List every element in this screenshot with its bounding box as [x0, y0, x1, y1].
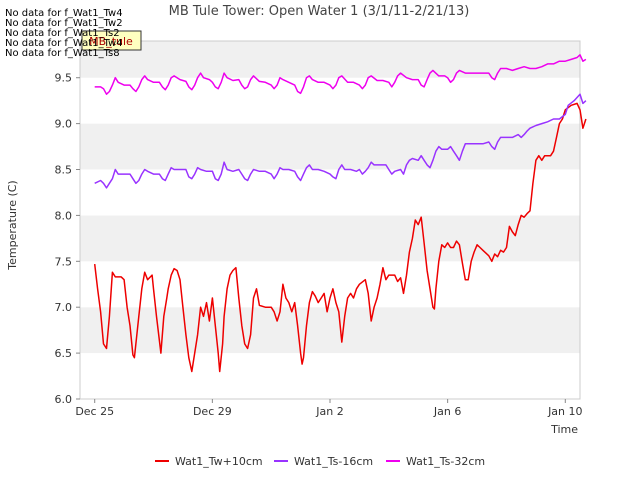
no-data-message: No data for f_Wat1_Ts2	[5, 28, 120, 39]
annotation-background	[81, 30, 142, 51]
grid-bands	[80, 41, 580, 399]
legend-label: Wat1_Ts-16cm	[294, 455, 373, 468]
y-tick-label: 8.5	[55, 164, 73, 177]
grid-band	[80, 169, 580, 216]
no-data-message: No data for f_Wat1_Tw4	[5, 38, 123, 49]
legend-label: Wat1_Tw+10cm	[175, 455, 263, 468]
annotation-box: MB_tule	[81, 30, 142, 51]
grid-band	[80, 215, 580, 262]
y-tick-label: 8.0	[55, 209, 73, 222]
grid-band	[80, 307, 580, 354]
x-tick-label: Dec 25	[75, 405, 114, 418]
grid-band	[80, 41, 580, 78]
x-tick-label: Jan 6	[433, 405, 461, 418]
legend-label: Wat1_Ts-32cm	[406, 455, 485, 468]
no-data-message: No data for f_Wat1_Tw2	[5, 18, 123, 29]
x-tick-label: Jan 10	[547, 405, 582, 418]
y-tick-label: 7.0	[55, 301, 73, 314]
y-axis-label: Temperature (C)	[6, 180, 19, 270]
y-tick-label: 9.5	[55, 72, 73, 85]
legend-item: Wat1_Tw+10cm	[155, 455, 263, 468]
legend-item: Wat1_Ts-16cm	[274, 455, 373, 468]
grid-band	[80, 123, 580, 170]
y-tick-label: 6.0	[55, 393, 73, 406]
x-axis: Dec 25 Dec 29 Jan 2 Jan 6 Jan 10	[75, 399, 583, 418]
x-axis-label: Time	[550, 423, 578, 436]
y-tick-label: 9.0	[55, 118, 73, 131]
series-layer	[93, 54, 587, 373]
y-tick-label: 6.5	[55, 347, 73, 360]
legend-item: Wat1_Ts-32cm	[386, 455, 485, 468]
series-line-Wat1_Ts-16cm	[94, 93, 587, 189]
no-data-message: No data for f_Wat1_Tw4	[5, 8, 123, 19]
grid-band	[80, 353, 580, 399]
series-line-Wat1_Tw+10cm	[93, 102, 587, 373]
x-tick-label: Jan 2	[315, 405, 343, 418]
x-tick-label: Dec 29	[193, 405, 232, 418]
series-line-Wat1_Ts-32cm	[94, 54, 587, 95]
y-axis: 6.0 6.5 7.0 7.5 8.0 8.5 9.0 9.5	[55, 72, 80, 406]
legend: Wat1_Tw+10cm Wat1_Ts-16cm Wat1_Ts-32cm	[155, 455, 485, 468]
y-tick-label: 7.5	[55, 255, 73, 268]
no-data-message: No data for f_Wat1_Ts8	[5, 48, 120, 59]
chart-title: MB Tule Tower: Open Water 1 (3/1/11-2/21…	[169, 4, 470, 19]
annotation-label: MB_tule	[89, 35, 133, 48]
